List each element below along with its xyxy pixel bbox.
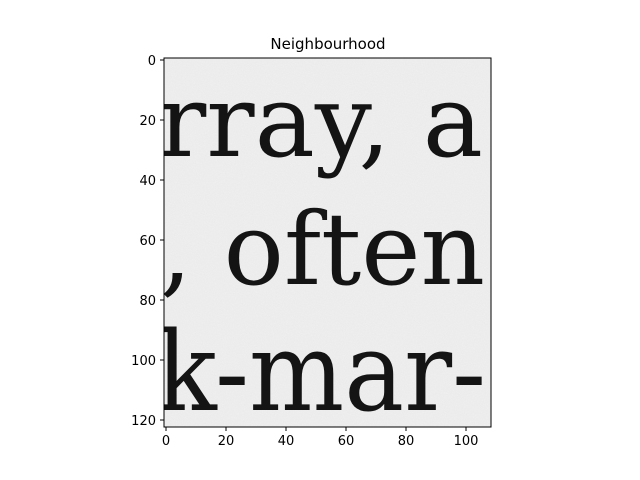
text-line-2: , often [160, 191, 485, 308]
x-tick-label: 100 [454, 434, 479, 449]
image-background [164, 58, 491, 427]
y-tick-label: 20 [139, 114, 156, 129]
x-tick-label: 60 [338, 434, 355, 449]
image-area: rray, a , often k-mar- [156, 57, 492, 436]
y-tick-label: 120 [131, 414, 156, 429]
y-tick-label: 80 [139, 294, 156, 309]
x-tick-label: 40 [278, 434, 295, 449]
x-axis: 0 20 40 60 80 100 [162, 427, 479, 449]
figure-title: Neighbourhood [270, 35, 385, 53]
y-tick-label: 0 [148, 54, 156, 69]
text-line-1: rray, a [158, 63, 483, 180]
axes-frame [163, 57, 492, 428]
text-line-3: k-mar- [156, 308, 486, 436]
y-axis: 0 20 40 60 80 100 120 [131, 54, 164, 429]
y-tick-label: 100 [131, 354, 156, 369]
x-tick-label: 80 [398, 434, 415, 449]
x-tick-label: 20 [218, 434, 235, 449]
y-tick-label: 40 [139, 174, 156, 189]
x-tick-label: 0 [162, 434, 170, 449]
y-tick-label: 60 [139, 234, 156, 249]
